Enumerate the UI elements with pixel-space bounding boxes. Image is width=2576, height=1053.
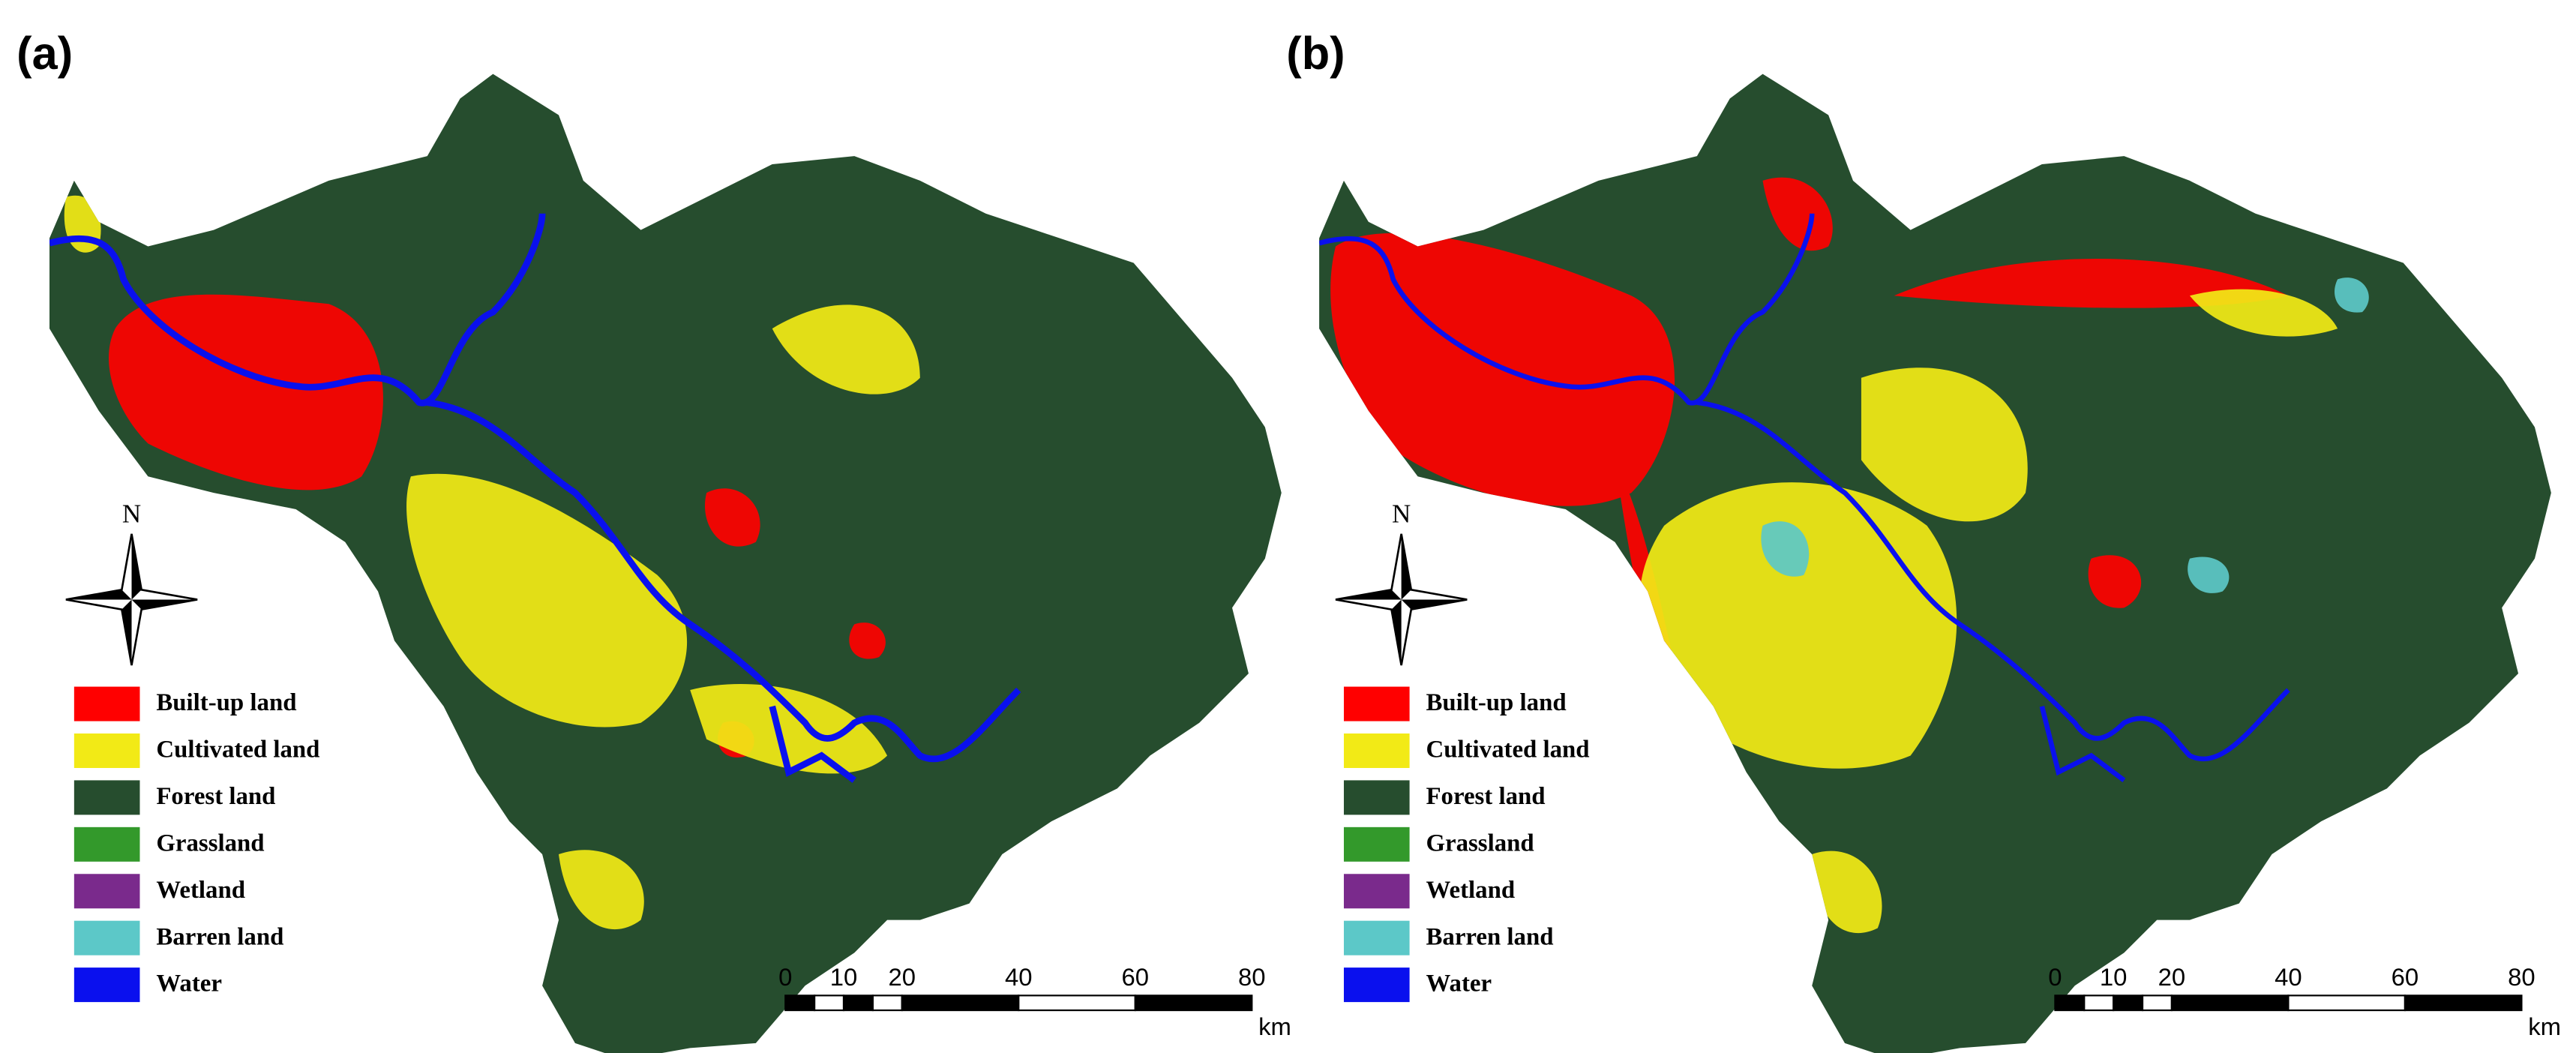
legend-swatch — [1343, 686, 1410, 722]
legend-label: Cultivated land — [156, 736, 319, 764]
compass-label: N — [1392, 500, 1411, 529]
legend-swatch — [1343, 733, 1410, 768]
scale-label: 80 — [1238, 963, 1266, 991]
legend-label: Barren land — [1426, 923, 1553, 950]
scale-segment — [842, 994, 874, 1012]
legend-swatch — [73, 780, 140, 815]
legend-swatch — [1343, 826, 1410, 862]
scale-segment — [1134, 994, 1253, 1012]
scale-label: 20 — [2158, 963, 2186, 991]
legend-label: Wetland — [156, 877, 245, 904]
scale-segment — [2113, 994, 2144, 1012]
legend-label: Wetland — [1426, 877, 1515, 904]
legend-label: Grassland — [1426, 830, 1534, 856]
scale-bar: 0 10 20 40 60 80 km — [2048, 963, 2561, 1040]
scale-label: 60 — [1122, 963, 1150, 991]
legend-swatch — [1343, 780, 1410, 815]
legend-label: Built-up land — [156, 689, 296, 716]
scale-segment — [871, 994, 903, 1012]
legend-label: Built-up land — [1426, 689, 1566, 716]
legend-label: Forest land — [156, 783, 275, 810]
legend-swatch — [1343, 874, 1410, 909]
panel-label: (a) — [16, 27, 73, 79]
land-cover — [1319, 177, 2369, 934]
legend-label: Water — [1426, 970, 1492, 998]
legend-swatch — [1343, 920, 1410, 956]
scale-unit: km — [1258, 1012, 1291, 1040]
legend-label: Barren land — [156, 923, 283, 950]
scale-label: 0 — [778, 963, 792, 991]
land-patch — [1330, 177, 2289, 690]
scale-segment — [784, 994, 816, 1012]
land-cover — [49, 195, 1018, 930]
scale-bar: 0 10 20 40 60 80 km — [778, 963, 1291, 1040]
map-panel: (a) N Built-up land Cultivated land Forest l… — [16, 27, 1291, 1053]
scale-segment — [2083, 994, 2115, 1012]
land-patch — [64, 195, 920, 930]
legend-swatch — [73, 968, 140, 1003]
legend-label: Forest land — [1426, 783, 1545, 810]
scale-segment — [2287, 994, 2407, 1012]
scale-label: 40 — [2275, 963, 2302, 991]
legend-swatch — [73, 686, 140, 722]
scale-label: 10 — [830, 963, 858, 991]
scale-label: 40 — [1005, 963, 1033, 991]
legend-swatch — [73, 826, 140, 862]
scale-label: 10 — [2100, 963, 2128, 991]
scale-segment — [2404, 994, 2523, 1012]
scale-unit: km — [2528, 1012, 2561, 1040]
legend-swatch — [73, 733, 140, 768]
scale-segment — [1018, 994, 1136, 1012]
land-patch — [1639, 289, 2338, 934]
compass-label: N — [122, 500, 141, 529]
legend-swatch — [73, 874, 140, 909]
legend-label: Water — [156, 970, 222, 998]
legend-label: Grassland — [156, 830, 264, 856]
legend-swatch — [1343, 968, 1410, 1003]
scale-segment — [2141, 994, 2173, 1012]
panel-label: (b) — [1286, 27, 1345, 79]
scale-segment — [901, 994, 1020, 1012]
land-patch — [109, 294, 886, 758]
scale-label: 80 — [2508, 963, 2536, 991]
legend-label: Cultivated land — [1426, 736, 1589, 764]
legend-swatch — [73, 920, 140, 956]
scale-segment — [814, 994, 845, 1012]
scale-segment — [2170, 994, 2290, 1012]
scale-label: 60 — [2392, 963, 2419, 991]
scale-label: 20 — [888, 963, 916, 991]
scale-segment — [2054, 994, 2086, 1012]
region — [49, 74, 1282, 1053]
scale-label: 0 — [2048, 963, 2062, 991]
map-panel: (b) N Built-up land Cultivated land Forest l… — [1286, 27, 2561, 1053]
